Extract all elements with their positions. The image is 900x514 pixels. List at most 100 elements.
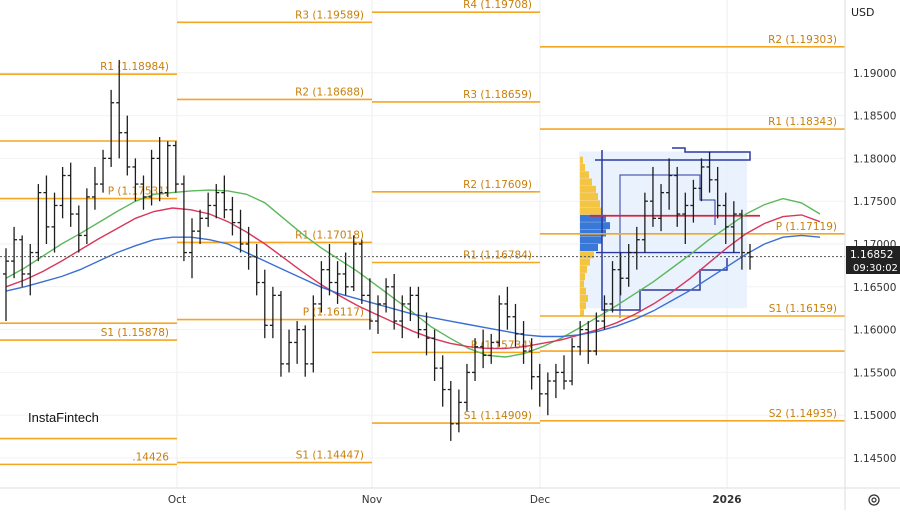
price-bar [407, 286, 414, 322]
profile-bar [580, 273, 585, 281]
profile-bg [579, 151, 747, 309]
profile-bar [580, 236, 602, 244]
price-bar [601, 295, 608, 330]
price-bar [205, 192, 212, 227]
profile-bar [580, 222, 610, 230]
pivot-label-4: S1 (1.15878) [101, 327, 169, 339]
price-bar [585, 321, 592, 364]
price-bar [706, 151, 713, 193]
pivot-label-11: P (1.16117) [303, 307, 364, 319]
price-bar [172, 141, 179, 193]
price-bar [11, 226, 18, 279]
price-bar [221, 175, 228, 219]
price-bar [455, 389, 462, 433]
y-tick-label: 1.14500 [853, 453, 896, 465]
price-bar [310, 295, 317, 373]
grid [0, 0, 845, 488]
profile-bar [580, 214, 606, 222]
price-bar [229, 196, 236, 236]
profile-bar [580, 171, 589, 179]
price-bar [326, 244, 333, 296]
price-bar [617, 252, 624, 296]
price-bar [609, 261, 616, 313]
x-tick-label: Dec [530, 494, 551, 506]
volume-profile [579, 151, 747, 317]
pivot-label-9: R2 (1.18688) [295, 86, 364, 98]
price-bar [666, 158, 673, 210]
x-axis: Oct Nov Dec 2026 [0, 487, 900, 506]
price-bars [3, 59, 753, 441]
y-tick-label: 1.16500 [853, 282, 896, 294]
price-bar [318, 261, 325, 313]
price-bar [67, 162, 74, 227]
price-bar [649, 166, 656, 227]
y-tick-label: 1.19000 [853, 68, 896, 80]
price-bar [277, 291, 284, 377]
moving-average-1 [5, 207, 821, 350]
price-bar [261, 269, 268, 339]
price-badge-countdown: 09:30:02 [853, 263, 898, 274]
price-bar [431, 329, 438, 381]
price-bar [197, 209, 204, 244]
price-bar [593, 312, 600, 356]
profile-bar [580, 156, 583, 164]
price-bar [399, 295, 406, 339]
currency-label[interactable]: USD [851, 6, 875, 19]
y-axis: 1.145001.150001.155001.160001.165001.170… [844, 0, 896, 510]
pivot-label-13: R4 (1.19708) [463, 0, 532, 11]
y-tick-label: 1.15000 [853, 410, 896, 422]
x-tick-label: Nov [362, 494, 383, 506]
price-badge-bg [846, 246, 900, 274]
price-bar [439, 355, 446, 407]
y-tick-label: 1.16000 [853, 325, 896, 337]
y-tick-label: 1.15500 [853, 367, 896, 379]
profile-bar [580, 185, 596, 193]
pivot-label-18: S1 (1.14909) [464, 410, 532, 422]
price-bar [245, 226, 252, 270]
price-bar [213, 184, 220, 219]
price-bar [43, 175, 50, 244]
price-bar [641, 192, 648, 253]
profile-bar [580, 163, 585, 171]
pivot-label-16: R1 (1.16784) [463, 249, 532, 261]
price-bar [423, 312, 430, 356]
pivot-label-24: S2 (1.14935) [769, 408, 837, 420]
profile-bar [580, 280, 584, 288]
pivot-label-19: R2 (1.19303) [768, 34, 837, 46]
y-tick-label: 1.17500 [853, 196, 896, 208]
price-bar [3, 248, 9, 322]
price-bar [27, 244, 34, 296]
price-bar [75, 205, 82, 253]
price-badge-value: 1.16852 [850, 249, 893, 261]
pivot-label-15: R2 (1.17609) [463, 179, 532, 191]
price-bar [536, 363, 543, 407]
price-bar [59, 166, 66, 219]
price-bar [633, 226, 640, 270]
price-bar [658, 184, 665, 232]
price-bar [83, 188, 90, 244]
pivot-levels: R1 (1.18984)P (1.17531)S1 (1.15878).1442… [0, 0, 845, 466]
price-bar [375, 295, 381, 334]
pivot-label-17: P (1.15734) [471, 339, 532, 351]
price-bar [738, 209, 745, 270]
price-bar [520, 321, 527, 364]
pivot-label-14: R3 (1.18659) [463, 89, 532, 101]
price-bar [561, 355, 567, 390]
gear-icon[interactable] [868, 494, 880, 506]
price-bar [51, 192, 58, 253]
price-bar [253, 244, 260, 296]
price-bar [383, 278, 390, 313]
price-bar [625, 244, 632, 287]
price-bar [294, 321, 301, 364]
price-bar [463, 363, 470, 411]
price-bar [472, 338, 479, 381]
price-bar [302, 325, 309, 377]
price-bar [544, 372, 551, 416]
profile-bar [580, 294, 588, 302]
price-bar [682, 192, 689, 244]
profile-bar [580, 251, 594, 259]
price-bar [552, 363, 559, 399]
pivot-label-12: S1 (1.14447) [296, 450, 364, 462]
